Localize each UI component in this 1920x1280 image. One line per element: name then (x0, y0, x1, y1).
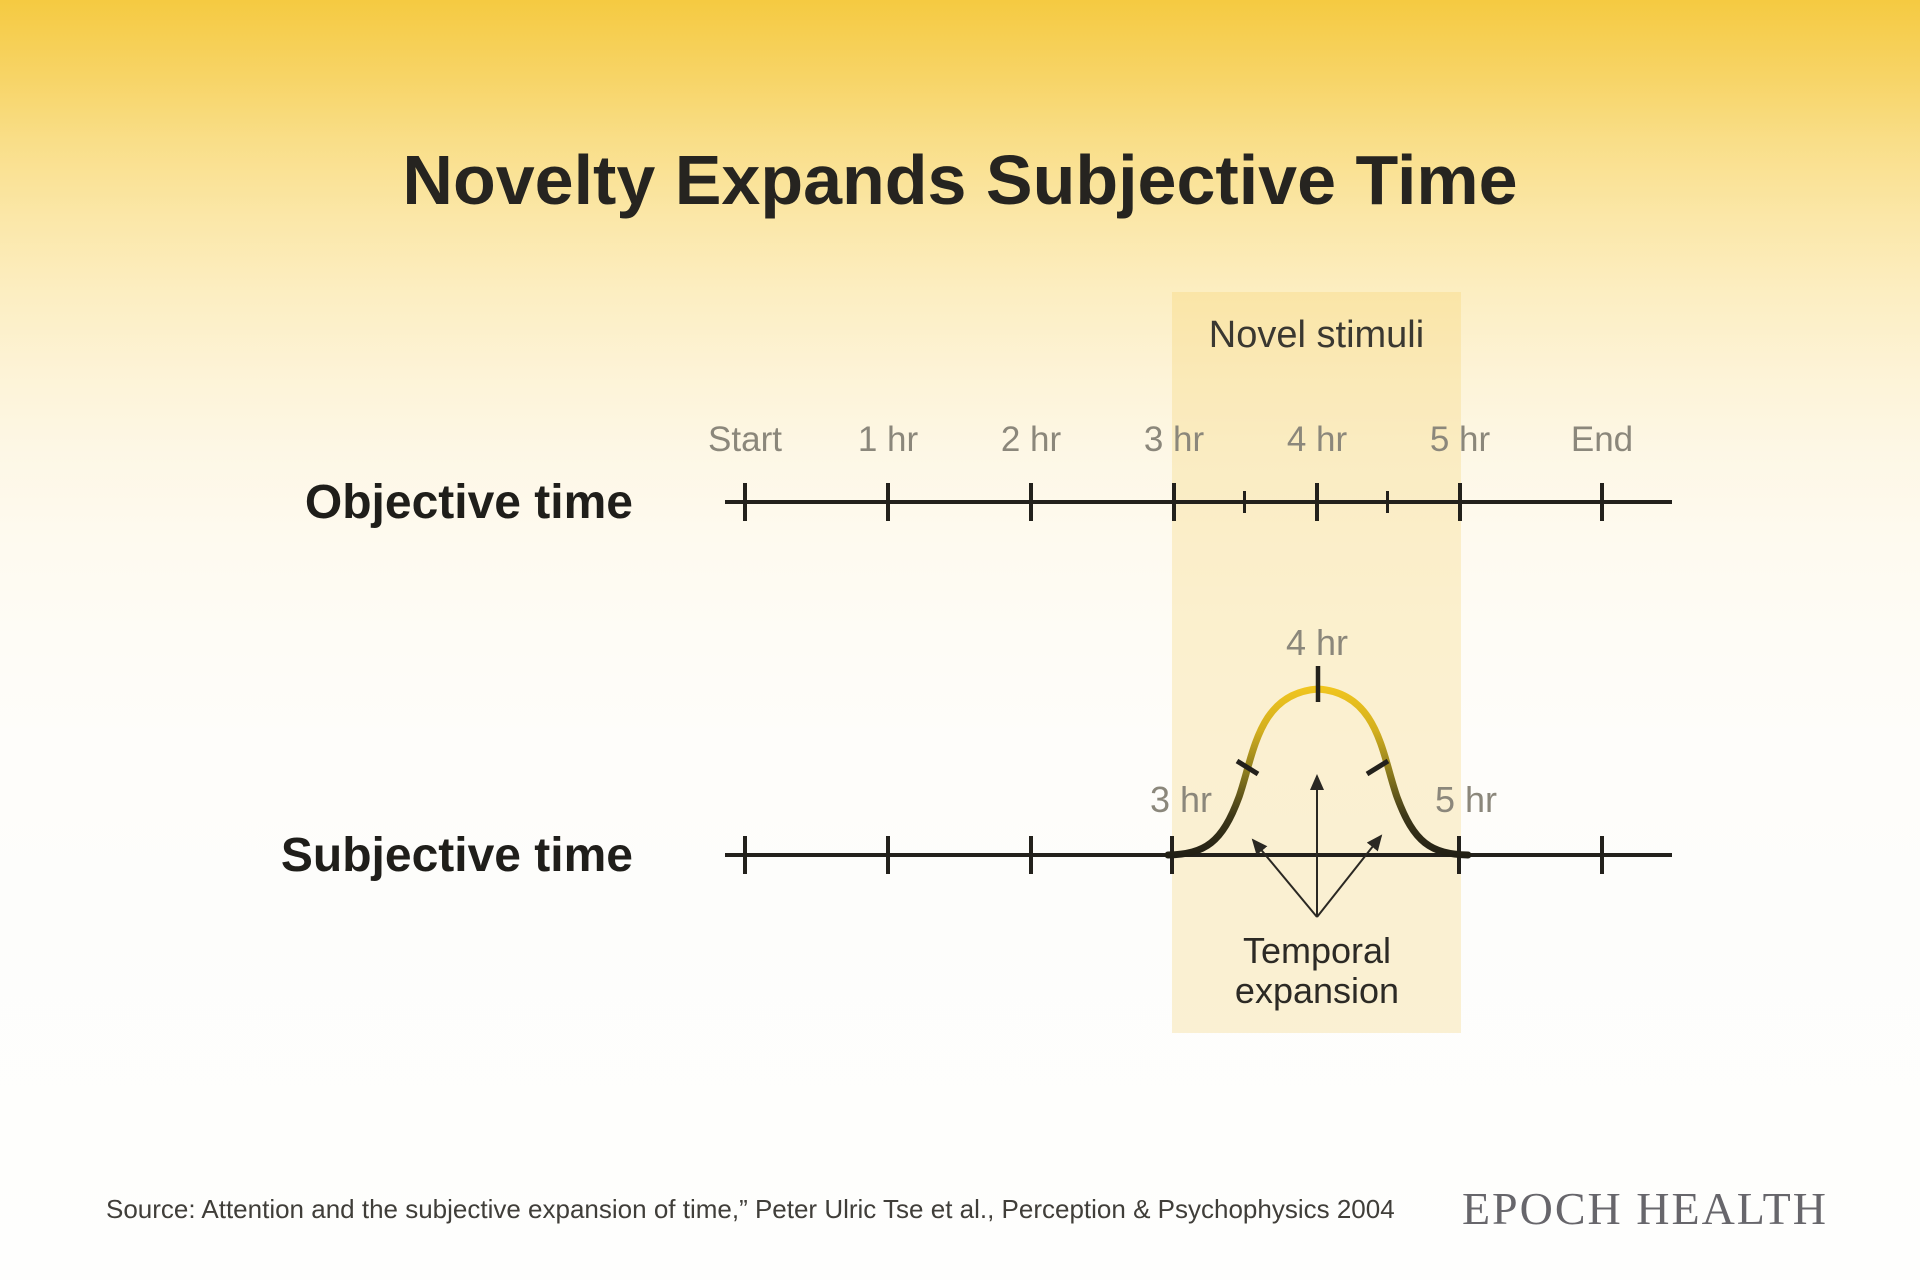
epoch-health-logo: EPOCH HEALTH (1461, 1183, 1828, 1234)
objective-tick-label-4hr: 4 hr (1286, 420, 1348, 459)
objective-tick-label-1hr: 1 hr (857, 420, 919, 459)
objective-minor-tick-3-5hr (1243, 491, 1246, 513)
page-title: Novelty Expands Subjective Time (402, 141, 1518, 219)
objective-tick-label-start: Start (708, 420, 782, 459)
expansion-arrow-right (1316, 834, 1383, 918)
bump-left-slope-mark (1235, 758, 1260, 777)
bump-left-label: 3 hr (1149, 779, 1213, 820)
objective-tick-3hr (1172, 483, 1176, 521)
bump-peak-label: 4 hr (1285, 622, 1349, 663)
objective-minor-tick-4-5hr (1386, 491, 1389, 513)
objective-tick-label-3hr: 3 hr (1143, 420, 1205, 459)
objective-tick-label-2hr: 2 hr (1000, 420, 1062, 459)
objective-tick-start (743, 483, 747, 521)
subjective-timeline-line (725, 853, 1672, 857)
objective-tick-5hr (1458, 483, 1462, 521)
objective-tick-4hr (1315, 483, 1319, 521)
subjective-tick-1hr (886, 836, 890, 874)
subjective-time-label: Subjective time (280, 829, 633, 882)
subjective-tick-2hr (1029, 836, 1033, 874)
subjective-tick-end (1600, 836, 1604, 874)
objective-tick-label-end: End (1570, 420, 1634, 459)
temporal-expansion-label: Temporal expansion (1234, 930, 1400, 1012)
source-citation: Source: Attention and the subjective exp… (106, 1194, 1395, 1224)
objective-tick-2hr (1029, 483, 1033, 521)
objective-timeline-line (725, 500, 1672, 504)
bump-right-slope-mark (1365, 758, 1390, 777)
objective-tick-label-5hr: 5 hr (1429, 420, 1491, 459)
objective-tick-end (1600, 483, 1604, 521)
bump-right-label: 5 hr (1434, 779, 1498, 820)
novel-stimuli-label: Novel stimuli (1208, 314, 1425, 356)
objective-tick-1hr (886, 483, 890, 521)
expansion-arrow-left (1251, 838, 1318, 918)
objective-time-label: Objective time (304, 476, 633, 529)
subjective-tick-start (743, 836, 747, 874)
